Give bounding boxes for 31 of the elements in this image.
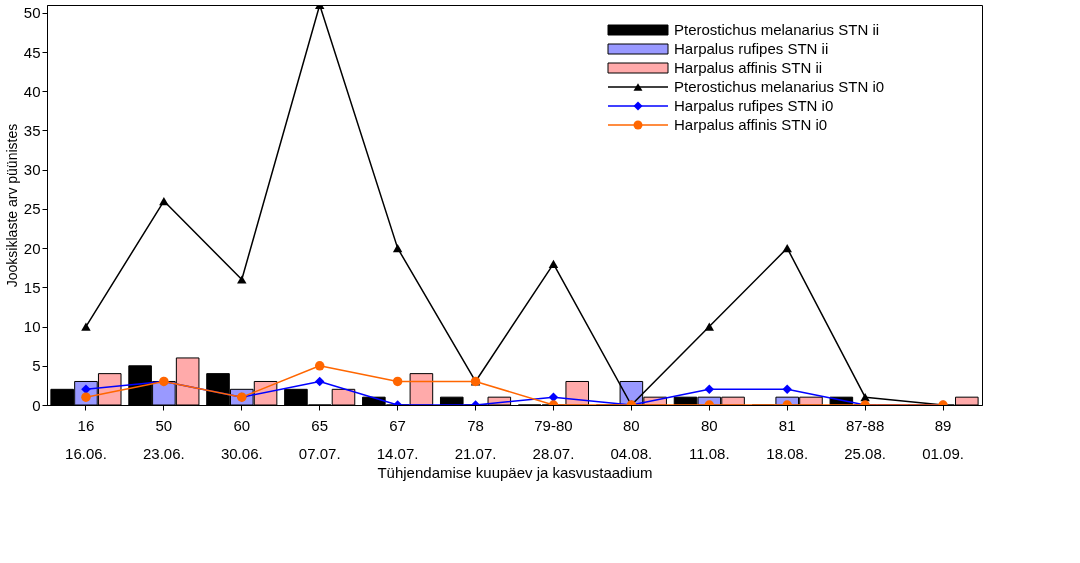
y-axis-title: Jooksiklaste arv püünistes bbox=[3, 123, 20, 288]
legend-label: Harpalus rufipes STN i0 bbox=[674, 97, 834, 114]
x-tick-label: 79-80 28.07. bbox=[532, 416, 575, 462]
x-axis-title: Tühjendamise kuupäev ja kasvustaadium bbox=[377, 463, 653, 481]
y-tick-label: 15 bbox=[23, 278, 41, 296]
x-tick-label: 65 07.07. bbox=[298, 416, 341, 462]
x-tick-label: 87-88 25.08. bbox=[844, 416, 886, 462]
x-tick-label: 16 16.06. bbox=[65, 416, 107, 462]
legend-label: Harpalus affinis STN ii bbox=[674, 59, 823, 76]
y-tick-label: 35 bbox=[23, 121, 41, 139]
y-tick-label: 20 bbox=[23, 239, 41, 257]
y-tick-label: 45 bbox=[23, 43, 41, 61]
y-tick-label: 25 bbox=[23, 200, 41, 218]
x-tick-label: 80 11.08. bbox=[688, 416, 730, 462]
x-tick-label: 78 21.07. bbox=[454, 416, 497, 462]
x-tick-label: 81 18.08. bbox=[766, 416, 809, 462]
x-tick-label: 67 14.07. bbox=[376, 416, 419, 462]
y-tick-label: 10 bbox=[23, 318, 41, 336]
y-tick-label: 5 bbox=[32, 357, 41, 375]
x-tick-label: 50 23.06. bbox=[143, 416, 185, 462]
legend-label: Pterostichus melanarius STN i0 bbox=[674, 78, 885, 95]
legend-label: Pterostichus melanarius STN ii bbox=[674, 21, 880, 38]
legend-label: Harpalus rufipes STN ii bbox=[674, 40, 829, 57]
y-tick-label: 0 bbox=[32, 396, 41, 414]
y-tick-label: 40 bbox=[23, 82, 41, 100]
y-tick-label: 50 bbox=[23, 4, 41, 22]
y-tick-label: 30 bbox=[23, 161, 41, 179]
legend-label: Harpalus affinis STN i0 bbox=[674, 116, 828, 133]
x-tick-label: 89 01.09. bbox=[922, 416, 964, 462]
x-tick-label: 80 04.08. bbox=[610, 416, 653, 462]
x-tick-label: 60 30.06. bbox=[220, 416, 263, 462]
